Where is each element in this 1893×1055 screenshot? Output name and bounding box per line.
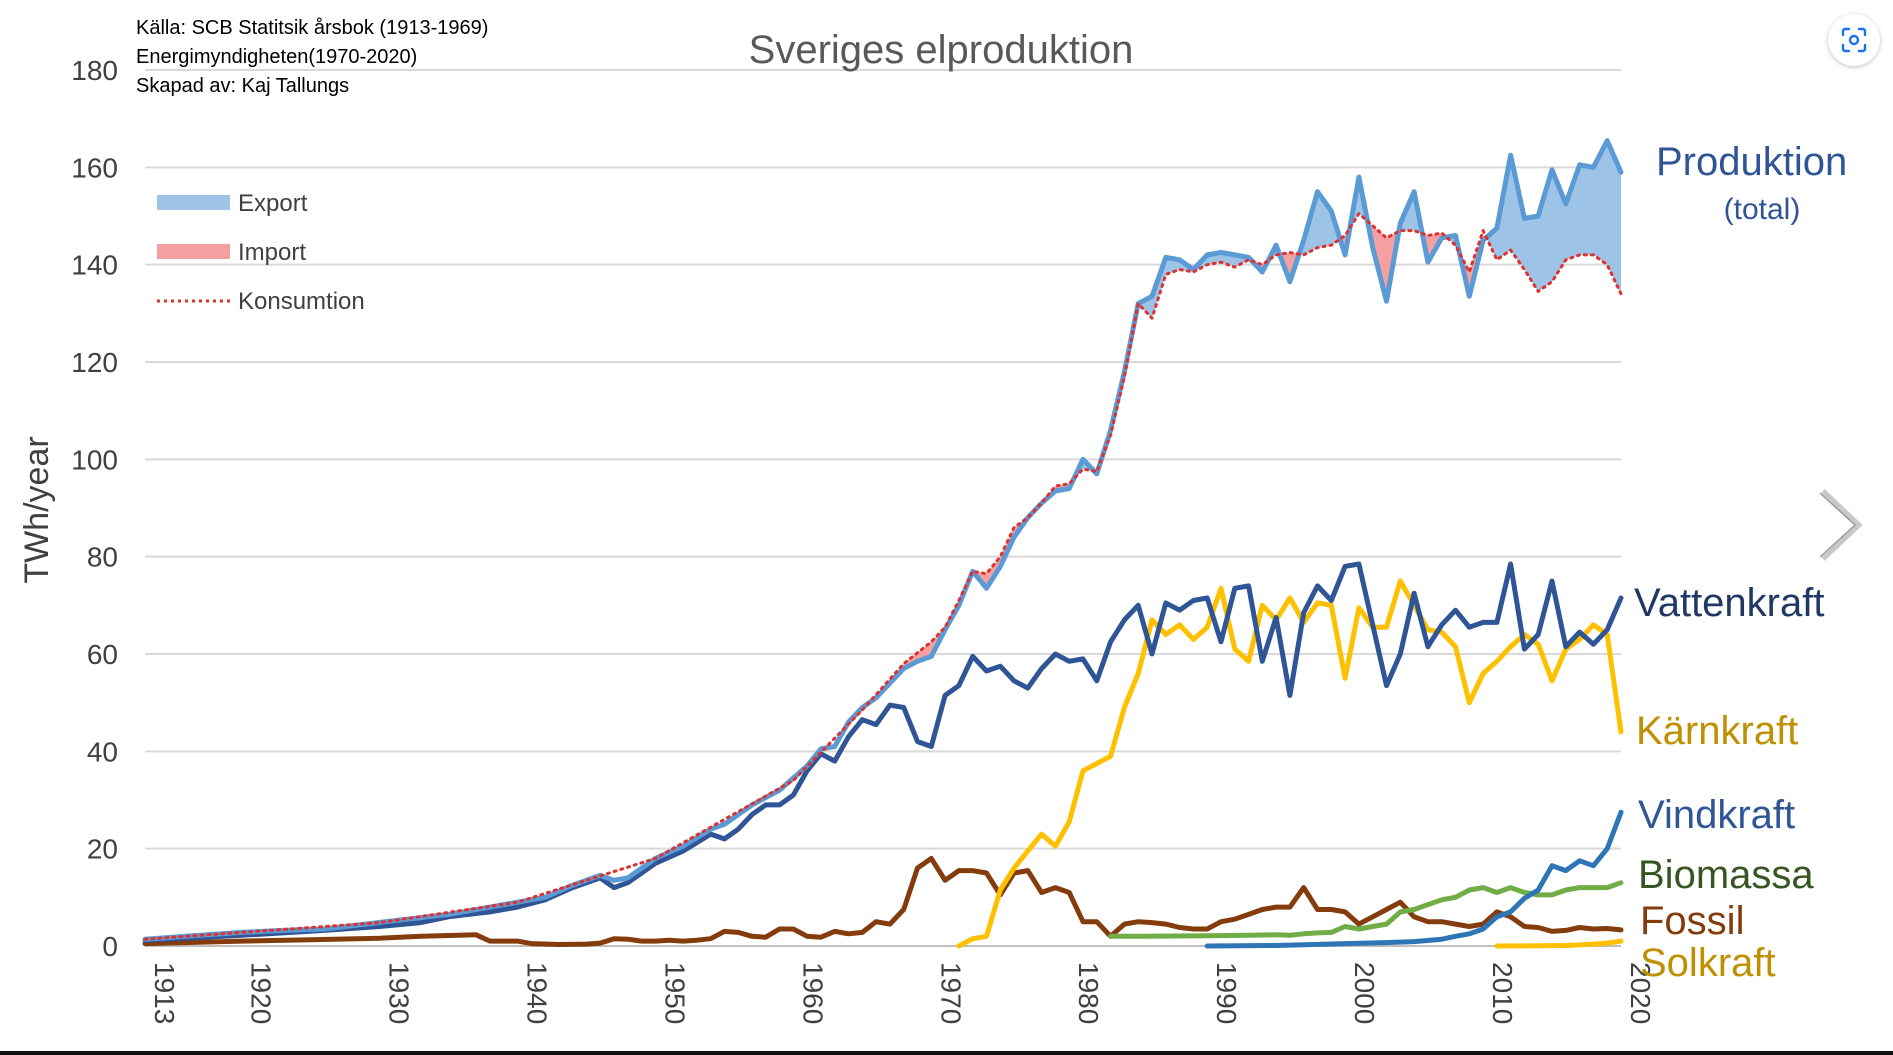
next-image-button[interactable] xyxy=(1810,480,1870,570)
legend-label-import: Import xyxy=(238,239,306,266)
series-line-solkraft xyxy=(1494,938,1624,949)
source-line-3: Skapad av: Kaj Tallungs xyxy=(136,75,349,97)
y-tick-160: 160 xyxy=(71,152,118,183)
export-area-19 xyxy=(1486,140,1621,294)
legend-label-konsumtion: Konsumtion xyxy=(238,288,365,315)
series-label-solkraft: Solkraft xyxy=(1640,941,1776,985)
x-tick-1920: 1920 xyxy=(246,962,277,1024)
series-line-konsumtion xyxy=(143,212,1623,941)
series-line-produktion xyxy=(142,138,1624,942)
series-line-fossil xyxy=(142,855,1624,947)
y-tick-20: 20 xyxy=(87,834,118,865)
export-area-11 xyxy=(1300,191,1339,255)
legend-swatch-export xyxy=(157,195,230,210)
chart-title: Sveriges elproduktion xyxy=(749,28,1134,72)
export-area-5 xyxy=(1076,459,1094,477)
series-label-vattenkraft: Vattenkraft xyxy=(1634,581,1824,625)
y-tick-0: 0 xyxy=(102,931,118,962)
x-tick-1990: 1990 xyxy=(1211,962,1242,1024)
x-tick-1980: 1980 xyxy=(1073,962,1104,1024)
x-tick-labels: 1913 1920 1930 1940 1950 1960 1970 1980 1990 2000… xyxy=(149,962,1656,1024)
chevron-right-icon xyxy=(1819,489,1863,561)
y-tick-60: 60 xyxy=(87,639,118,670)
visual-search-icon xyxy=(1841,27,1867,53)
series-label-produktion: Produktion xyxy=(1656,140,1847,184)
import-area-10 xyxy=(1283,252,1297,282)
y-tick-40: 40 xyxy=(87,736,118,767)
x-tick-2010: 2010 xyxy=(1487,962,1518,1024)
series-label-fossil: Fossil xyxy=(1640,899,1744,943)
series-sublabel-produktion: (total) xyxy=(1724,193,1801,226)
x-tick-1913: 1913 xyxy=(149,962,180,1024)
bottom-border xyxy=(0,1051,1893,1055)
y-tick-180: 180 xyxy=(71,55,118,86)
x-tick-1940: 1940 xyxy=(521,962,552,1024)
x-tick-1960: 1960 xyxy=(797,962,828,1024)
series-label-karnkraft: Kärnkraft xyxy=(1636,709,1798,753)
series-line-vindkraft xyxy=(1204,809,1624,949)
series-labels: Produktion (total) Vattenkraft Kärnkraft Vin… xyxy=(1634,140,1847,985)
legend-swatch-import xyxy=(157,244,230,259)
visual-search-button[interactable] xyxy=(1828,14,1880,66)
y-tick-labels: 0 20 40 60 80 100 120 140 160 180 xyxy=(71,55,118,962)
x-tick-2020: 2020 xyxy=(1625,962,1656,1024)
export-import-areas xyxy=(876,140,1621,698)
source-line-1: Källa: SCB Statitsik årsbok (1913-1969) xyxy=(136,17,488,39)
x-tick-1950: 1950 xyxy=(659,962,690,1024)
series-line-karnkraft xyxy=(956,578,1624,949)
series-line-biomassa xyxy=(1108,880,1624,939)
series-line-vattenkraft xyxy=(142,561,1624,943)
y-tick-120: 120 xyxy=(71,347,118,378)
x-tick-1930: 1930 xyxy=(384,962,415,1024)
legend: Export Import Konsumtion xyxy=(157,190,365,315)
y-tick-80: 80 xyxy=(87,542,118,573)
gridlines xyxy=(145,69,1621,947)
series-lines xyxy=(142,138,1624,949)
series-label-vindkraft: Vindkraft xyxy=(1638,793,1795,837)
export-area-13 xyxy=(1352,177,1366,225)
y-tick-100: 100 xyxy=(71,444,118,475)
y-axis-label: TWh/year xyxy=(18,436,56,583)
y-tick-140: 140 xyxy=(71,250,118,281)
legend-label-export: Export xyxy=(238,190,308,217)
series-label-biomassa: Biomassa xyxy=(1638,853,1814,897)
x-tick-1970: 1970 xyxy=(935,962,966,1024)
x-tick-2000: 2000 xyxy=(1349,962,1380,1024)
source-line-2: Energimyndigheten(1970-2020) xyxy=(136,46,417,68)
